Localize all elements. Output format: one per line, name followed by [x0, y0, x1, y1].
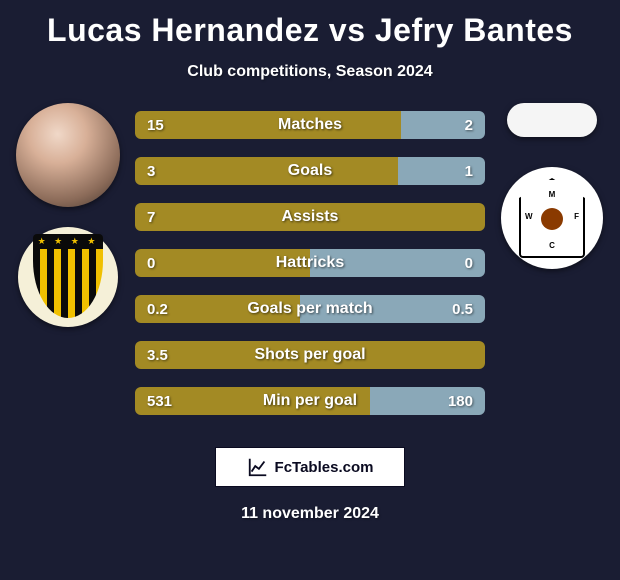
stat-row: Hattricks00	[135, 249, 485, 277]
stat-row: Shots per goal3.5	[135, 341, 485, 369]
bar-segment-right	[398, 157, 486, 185]
comparison-panel: MWFC Matches152 Goals31 Assists7 Hattricks0…	[0, 111, 620, 441]
bar-segment-left	[135, 387, 370, 415]
right-column: MWFC	[492, 103, 612, 269]
bar-segment-left	[135, 249, 310, 277]
bar-segment-right	[370, 387, 486, 415]
chart-icon	[247, 456, 269, 478]
stat-row: Goals31	[135, 157, 485, 185]
stat-bars: Matches152 Goals31 Assists7 Hattricks00 Goal…	[135, 111, 485, 433]
bar-segment-right	[310, 249, 485, 277]
source-badge: FcTables.com	[215, 447, 405, 487]
player-right-avatar	[507, 103, 597, 137]
penarol-shield-icon	[33, 236, 103, 318]
player-left-club-crest	[18, 227, 118, 327]
bar-segment-left	[135, 203, 485, 231]
bar-segment-left	[135, 295, 300, 323]
mwfc-shield-icon: MWFC	[519, 178, 585, 258]
bar-segment-left	[135, 157, 398, 185]
left-column	[8, 103, 128, 327]
date-label: 11 november 2024	[0, 505, 620, 523]
bar-segment-right	[300, 295, 486, 323]
page-title: Lucas Hernandez vs Jefry Bantes	[0, 0, 620, 49]
bar-segment-left	[135, 111, 401, 139]
stat-row: Matches152	[135, 111, 485, 139]
bar-segment-right	[401, 111, 485, 139]
stat-row: Goals per match0.20.5	[135, 295, 485, 323]
player-right-club-crest: MWFC	[501, 167, 603, 269]
player-left-avatar	[16, 103, 120, 207]
subtitle: Club competitions, Season 2024	[0, 63, 620, 81]
bar-segment-left	[135, 341, 485, 369]
stat-row: Assists7	[135, 203, 485, 231]
source-label: FcTables.com	[275, 459, 374, 476]
stat-row: Min per goal531180	[135, 387, 485, 415]
